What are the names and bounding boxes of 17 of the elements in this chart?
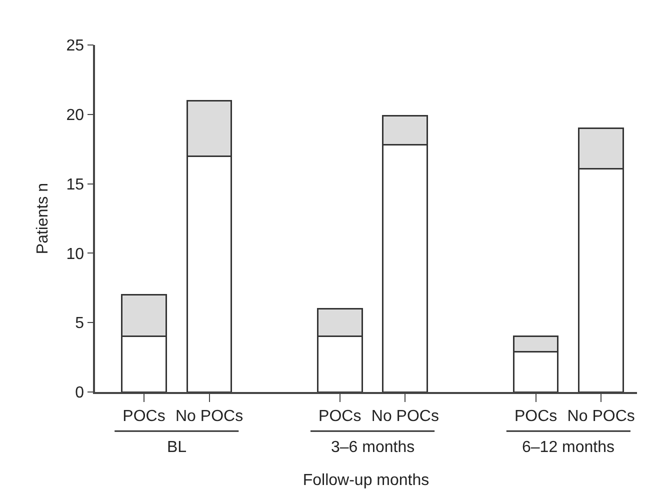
x-tick-label: POCs [318,408,362,425]
y-tick-label: 25 [66,38,84,55]
text: BL [167,439,187,456]
x-tick-label: POCs [514,408,558,425]
text: 3–6 months [331,439,415,456]
x-tick-label: No POCs [371,408,439,425]
x-axis-title: Follow-up months [302,472,430,490]
y-tick-label: 5 [75,315,84,332]
x-tick-label: No POCs [175,408,244,425]
y-tick-label: 10 [66,246,84,263]
y-tick-label: 15 [66,176,84,194]
text: 6–12 months [522,439,615,456]
y-tick-label: 20 [66,107,84,124]
x-tick-label: No POCs [567,408,635,425]
y-tick-label: 0 [75,384,84,402]
x-tick-label: POCs [122,408,166,425]
y-axis-title: Patients n [34,182,52,254]
